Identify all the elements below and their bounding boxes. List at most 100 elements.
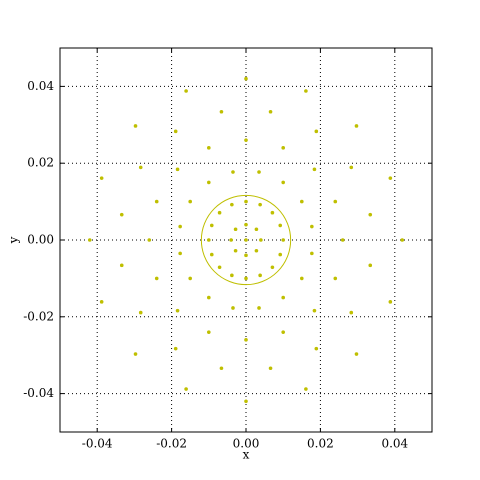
point bbox=[268, 366, 273, 371]
point bbox=[231, 170, 235, 174]
point bbox=[333, 276, 338, 281]
point bbox=[188, 276, 192, 281]
point bbox=[300, 199, 304, 204]
point bbox=[333, 199, 338, 204]
point bbox=[349, 165, 354, 170]
point bbox=[349, 310, 354, 315]
point bbox=[304, 387, 308, 391]
x-tick-label: 0.02 bbox=[307, 437, 334, 451]
y-tick-label: -0.02 bbox=[23, 309, 54, 323]
point bbox=[244, 253, 248, 258]
point bbox=[270, 210, 275, 215]
point bbox=[147, 238, 152, 242]
point bbox=[254, 248, 259, 253]
point bbox=[268, 109, 273, 114]
point bbox=[231, 306, 235, 310]
point bbox=[230, 202, 234, 207]
point bbox=[368, 212, 373, 217]
y-axis-label: y bbox=[7, 236, 21, 244]
point bbox=[244, 276, 248, 281]
point bbox=[281, 146, 286, 150]
point bbox=[278, 252, 283, 257]
point bbox=[217, 210, 222, 215]
point bbox=[219, 366, 224, 371]
point bbox=[244, 138, 248, 142]
point bbox=[173, 129, 178, 134]
point bbox=[340, 238, 345, 242]
point bbox=[254, 227, 259, 232]
point bbox=[244, 399, 248, 404]
point bbox=[388, 176, 393, 180]
point bbox=[119, 212, 124, 217]
point bbox=[281, 238, 286, 242]
point bbox=[175, 308, 180, 313]
point bbox=[233, 227, 238, 232]
point bbox=[87, 238, 92, 242]
point bbox=[259, 238, 263, 242]
point bbox=[368, 263, 373, 268]
point bbox=[244, 238, 248, 242]
point bbox=[207, 295, 211, 300]
point bbox=[207, 238, 211, 242]
x-tick-label: 0.00 bbox=[233, 437, 260, 451]
point bbox=[281, 180, 286, 185]
point bbox=[138, 310, 143, 315]
plot-frame bbox=[59, 47, 433, 433]
point bbox=[207, 180, 211, 185]
point bbox=[354, 352, 359, 356]
point bbox=[188, 199, 192, 204]
point bbox=[154, 199, 159, 204]
point bbox=[184, 89, 188, 93]
point bbox=[304, 89, 308, 93]
x-tick-label: -0.04 bbox=[82, 437, 113, 451]
point bbox=[244, 222, 248, 227]
point bbox=[133, 352, 138, 356]
point bbox=[217, 265, 222, 270]
point bbox=[184, 387, 188, 391]
point bbox=[400, 238, 405, 242]
point bbox=[314, 346, 319, 351]
point bbox=[219, 109, 224, 114]
point bbox=[154, 276, 159, 281]
point bbox=[354, 124, 359, 128]
y-tick-label: 0.02 bbox=[27, 156, 54, 170]
point bbox=[207, 330, 211, 334]
point bbox=[278, 223, 283, 228]
point bbox=[99, 300, 104, 304]
point bbox=[209, 223, 214, 228]
point bbox=[300, 276, 304, 281]
point bbox=[229, 238, 233, 242]
point bbox=[175, 167, 180, 172]
point bbox=[99, 176, 104, 180]
point bbox=[258, 273, 262, 278]
point bbox=[119, 263, 124, 268]
point bbox=[209, 252, 214, 257]
x-tick-label: -0.02 bbox=[156, 437, 187, 451]
point bbox=[257, 170, 261, 174]
point bbox=[178, 251, 182, 256]
point bbox=[244, 338, 248, 342]
point bbox=[310, 251, 314, 256]
point bbox=[244, 199, 248, 204]
point bbox=[133, 124, 138, 128]
point bbox=[257, 306, 261, 310]
point bbox=[312, 308, 317, 313]
point bbox=[281, 330, 286, 334]
point bbox=[244, 76, 248, 81]
x-tick-label: 0.04 bbox=[381, 437, 408, 451]
x-axis-label: x bbox=[243, 448, 250, 462]
point bbox=[207, 146, 211, 150]
point bbox=[310, 224, 314, 229]
reference-circle bbox=[200, 194, 292, 286]
point bbox=[312, 167, 317, 172]
point bbox=[388, 300, 393, 304]
point bbox=[173, 346, 178, 351]
point bbox=[314, 129, 319, 134]
point bbox=[138, 165, 143, 170]
point bbox=[178, 224, 182, 229]
point bbox=[258, 202, 262, 207]
point bbox=[270, 265, 275, 270]
y-tick-label: 0.00 bbox=[27, 233, 54, 247]
y-tick-label: -0.04 bbox=[23, 386, 54, 400]
